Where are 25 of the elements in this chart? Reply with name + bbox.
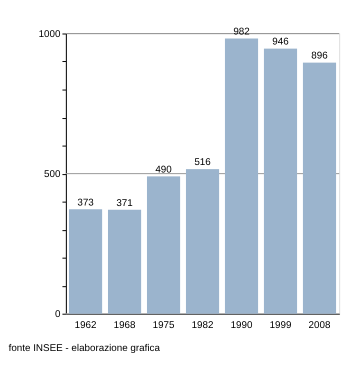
data-label: 490 [155, 164, 172, 176]
bar [264, 48, 298, 314]
x-tick-label: 1999 [270, 320, 292, 331]
bar [186, 169, 220, 314]
source-note: fonte INSEE - elaborazione grafica [8, 343, 160, 354]
x-tick-label: 1982 [192, 320, 214, 331]
data-label: 896 [311, 50, 328, 62]
y-tick-label: 0 [54, 309, 61, 320]
bar [146, 176, 180, 314]
bar [108, 210, 142, 314]
bar [68, 209, 102, 314]
y-tick-label: 500 [44, 169, 61, 180]
x-tick-label: 1962 [74, 320, 96, 331]
x-tick-label: 1990 [230, 320, 253, 331]
x-tick-label: 2008 [308, 320, 331, 331]
bar [302, 62, 336, 314]
data-label: 946 [272, 36, 290, 48]
x-tick-label: 1975 [152, 320, 175, 331]
data-label: 982 [233, 26, 250, 38]
data-label: 371 [116, 198, 133, 209]
data-label: 516 [194, 157, 212, 168]
y-tick-label: 1000 [38, 28, 61, 40]
bar [224, 38, 258, 314]
data-label: 373 [77, 197, 94, 208]
x-tick-label: 1968 [114, 320, 136, 331]
